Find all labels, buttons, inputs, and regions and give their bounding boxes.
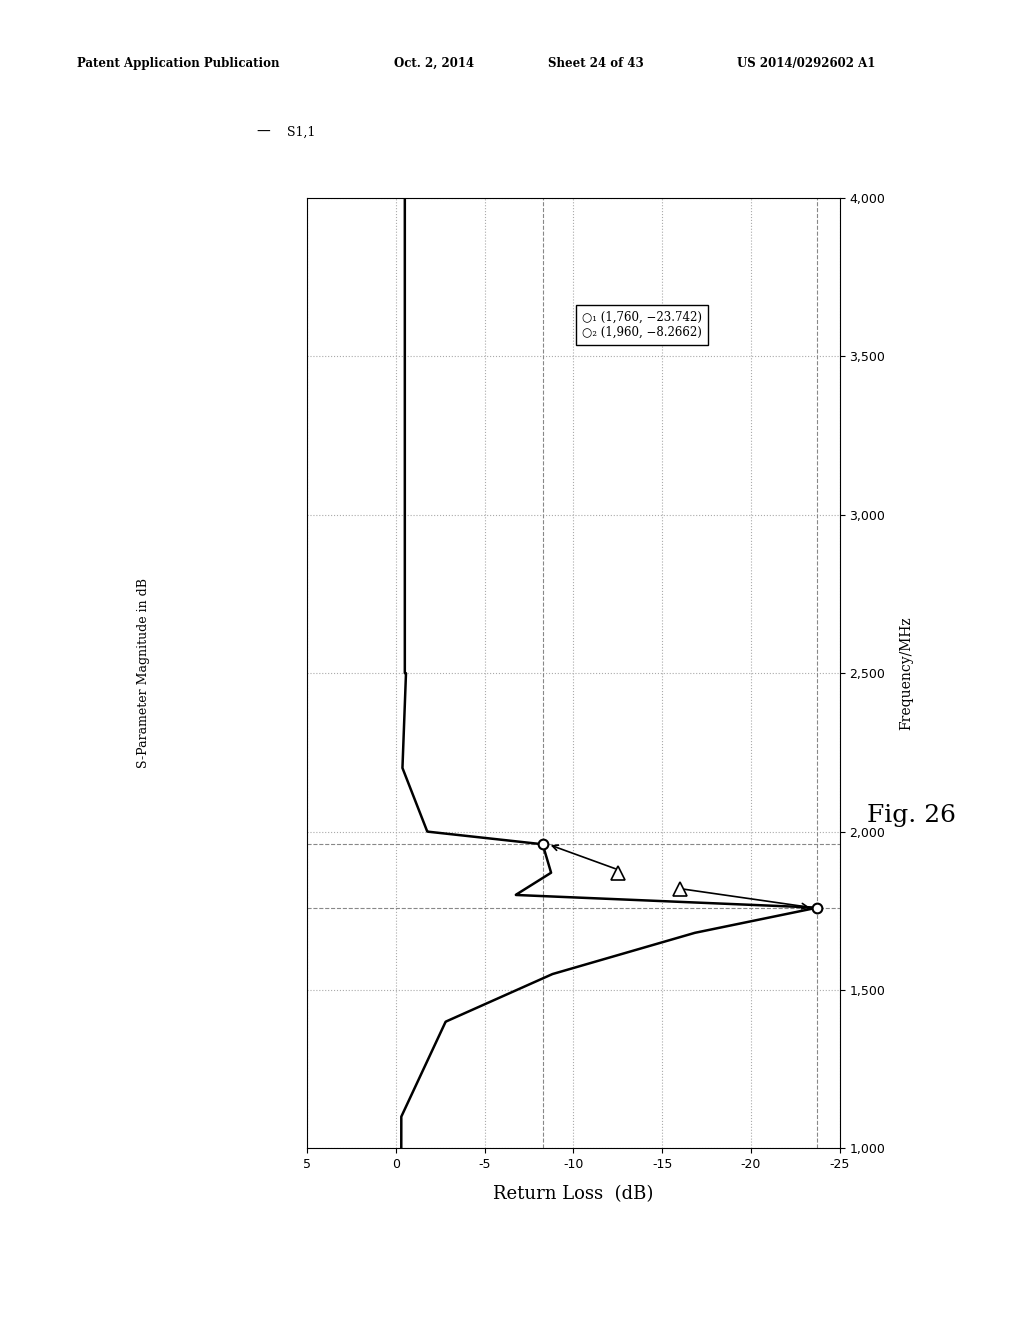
- Text: Sheet 24 of 43: Sheet 24 of 43: [548, 57, 644, 70]
- Text: S-Parameter Magnitude in dB: S-Parameter Magnitude in dB: [137, 578, 150, 768]
- X-axis label: Return Loss  (dB): Return Loss (dB): [494, 1185, 653, 1203]
- Text: ○₁ (1,760, −23.742)
○₂ (1,960, −8.2662): ○₁ (1,760, −23.742) ○₂ (1,960, −8.2662): [583, 310, 702, 339]
- Text: Patent Application Publication: Patent Application Publication: [77, 57, 280, 70]
- Text: S1,1: S1,1: [287, 125, 315, 139]
- Text: Fig. 26: Fig. 26: [867, 804, 955, 828]
- Text: —: —: [256, 125, 269, 139]
- Text: US 2014/0292602 A1: US 2014/0292602 A1: [737, 57, 876, 70]
- Text: Oct. 2, 2014: Oct. 2, 2014: [394, 57, 474, 70]
- Y-axis label: Frequency/MHz: Frequency/MHz: [899, 616, 913, 730]
